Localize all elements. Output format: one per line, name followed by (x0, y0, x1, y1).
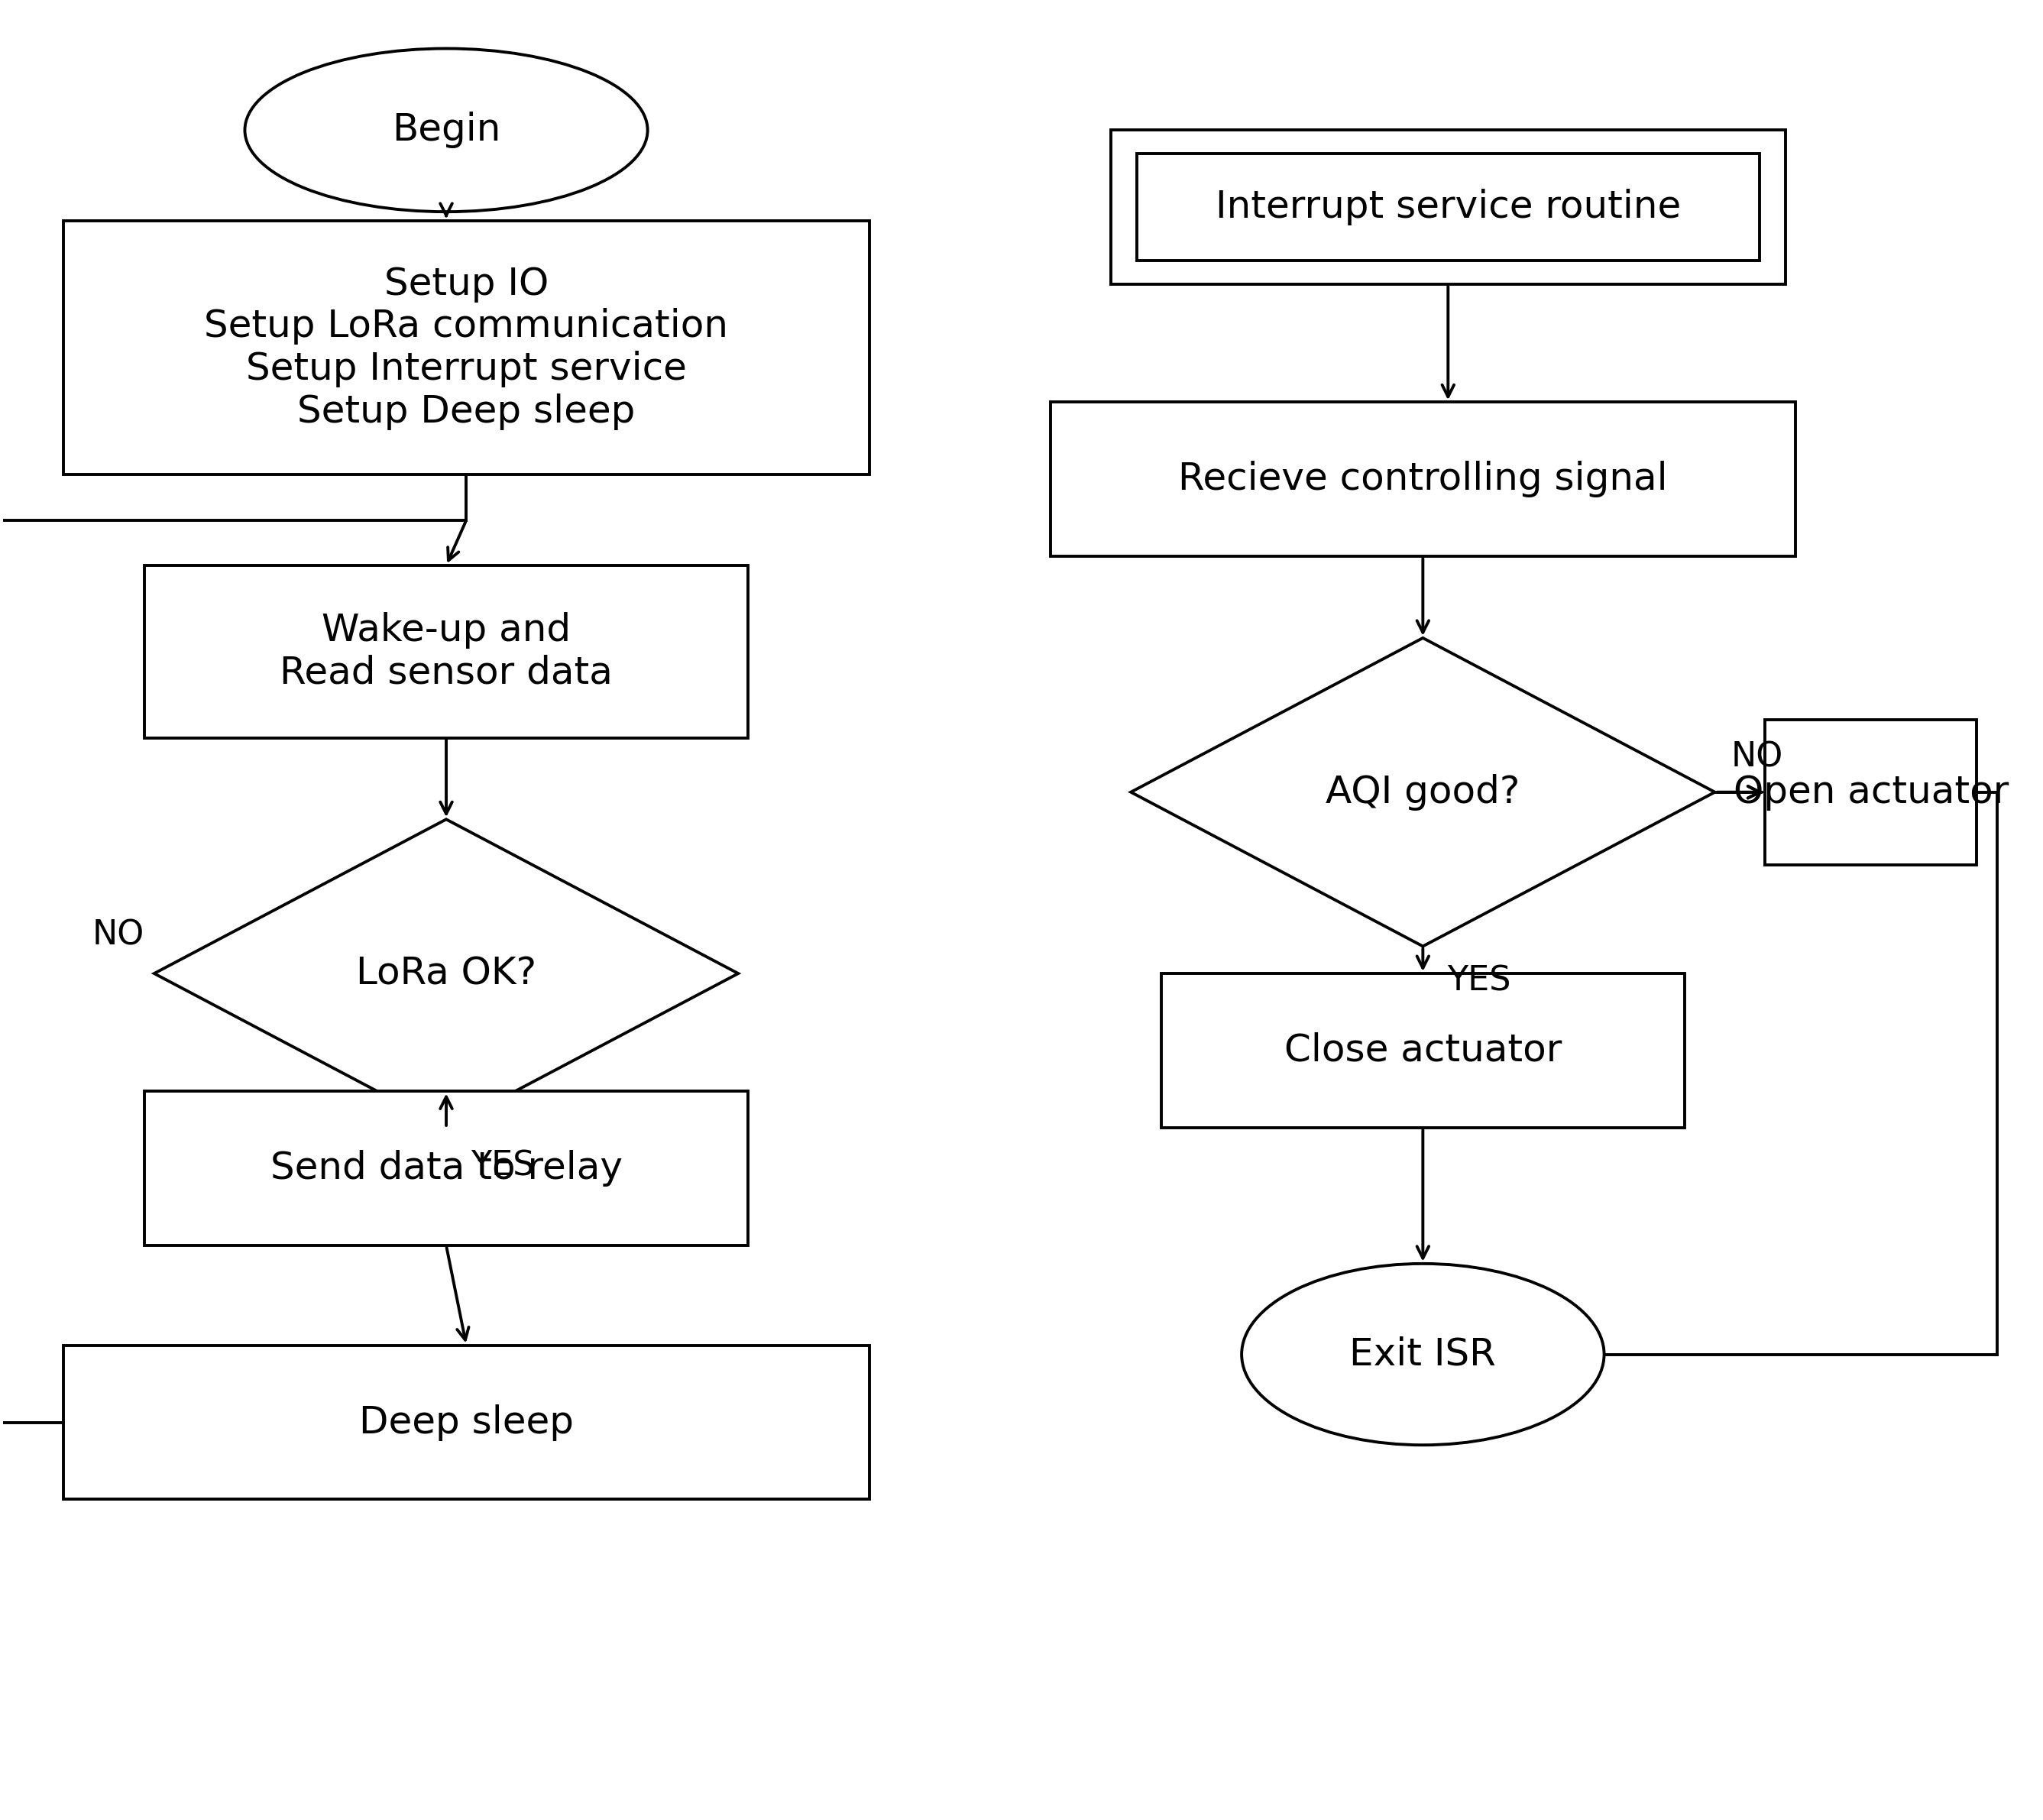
Polygon shape (1132, 639, 1714, 946)
Bar (1765, 719, 1978, 864)
Text: LoRa OK?: LoRa OK? (355, 955, 537, 992)
Text: Open actuator: Open actuator (1732, 774, 2008, 810)
Text: YES: YES (1446, 965, 1512, 997)
Text: Begin: Begin (392, 111, 501, 149)
Text: Send data to relay: Send data to relay (270, 1150, 623, 1187)
Bar (1160, 974, 1685, 1128)
Text: YES: YES (470, 1150, 533, 1183)
Bar (1050, 402, 1796, 557)
Text: Close actuator: Close actuator (1285, 1032, 1561, 1068)
Text: Setup IO
Setup LoRa communication
Setup Interrupt service
Setup Deep sleep: Setup IO Setup LoRa communication Setup … (204, 266, 729, 430)
Bar (145, 566, 748, 737)
Text: Deep sleep: Deep sleep (360, 1403, 574, 1441)
Bar (63, 220, 868, 475)
Ellipse shape (1242, 1263, 1604, 1445)
Bar (1136, 153, 1759, 260)
Text: NO: NO (1730, 741, 1784, 774)
Text: Wake-up and
Read sensor data: Wake-up and Read sensor data (280, 612, 613, 692)
Bar (145, 1092, 748, 1245)
Ellipse shape (245, 49, 648, 211)
Polygon shape (153, 819, 738, 1128)
Text: Exit ISR: Exit ISR (1350, 1336, 1495, 1372)
Text: Interrupt service routine: Interrupt service routine (1216, 189, 1681, 226)
Text: NO: NO (92, 919, 145, 952)
Text: AQI good?: AQI good? (1326, 774, 1520, 810)
Bar (63, 1345, 868, 1500)
Bar (1111, 131, 1786, 284)
Text: Recieve controlling signal: Recieve controlling signal (1179, 460, 1667, 497)
